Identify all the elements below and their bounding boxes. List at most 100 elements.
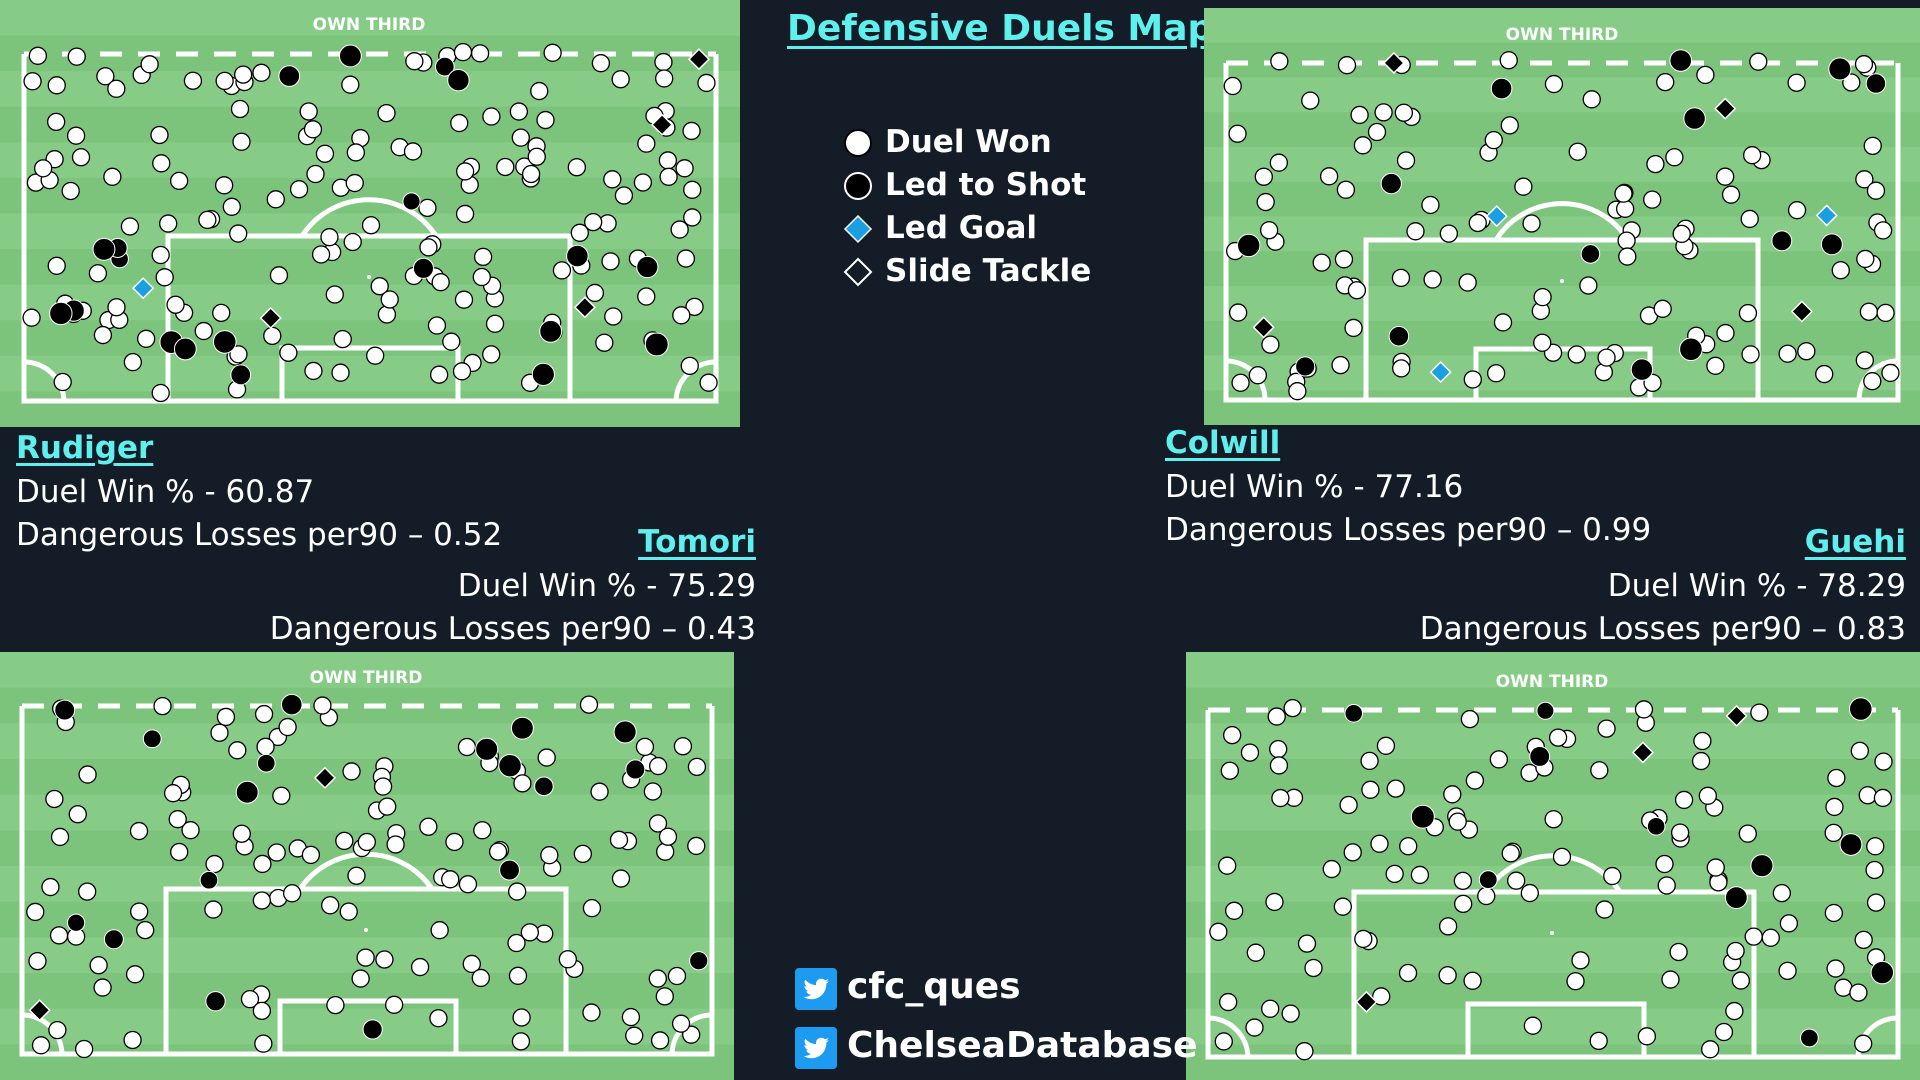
duel-won-marker xyxy=(22,308,41,327)
duel-won-marker xyxy=(1567,345,1586,364)
duel-won-marker xyxy=(1866,893,1886,912)
duel-won-marker xyxy=(23,72,42,91)
duel-won-marker xyxy=(1376,736,1396,755)
duel-won-marker xyxy=(520,923,540,942)
duel-won-marker xyxy=(536,110,555,130)
duel-won-marker xyxy=(1347,281,1367,300)
duel-won-marker xyxy=(169,171,189,191)
duel-won-marker xyxy=(1288,382,1307,401)
white-diamond-icon xyxy=(843,257,873,287)
led-to-shot-marker xyxy=(1799,1028,1819,1048)
duel-won-marker xyxy=(1850,741,1869,761)
duel-won-marker xyxy=(1350,105,1369,125)
duel-won-marker xyxy=(1336,180,1356,199)
duel-won-marker xyxy=(1787,201,1807,220)
duel-won-marker xyxy=(633,173,653,192)
led-to-shot-marker xyxy=(256,753,276,773)
duel-won-marker xyxy=(229,224,248,243)
duel-won-marker xyxy=(659,167,678,186)
grass-stripe xyxy=(1186,866,1920,902)
duel-won-marker xyxy=(68,805,87,824)
grass-stripe xyxy=(1186,937,1920,973)
duel-won-marker xyxy=(1617,231,1636,250)
duel-won-marker xyxy=(1548,728,1568,747)
duel-won-marker xyxy=(1842,73,1861,92)
duel-won-marker xyxy=(194,321,213,341)
duel-won-marker xyxy=(1533,333,1552,352)
duel-won-marker xyxy=(366,346,385,365)
duel-won-marker xyxy=(321,896,340,915)
duel-won-marker xyxy=(648,756,668,776)
duel-won-marker xyxy=(1778,344,1797,363)
duel-won-marker xyxy=(672,306,691,325)
duel-win-guehi: Duel Win % - 78.29 xyxy=(1607,568,1906,604)
duel-won-marker xyxy=(1256,192,1275,212)
duel-won-marker xyxy=(1514,177,1533,196)
duel-win-colwill: Duel Win % - 77.16 xyxy=(1165,469,1464,505)
duel-won-marker xyxy=(1743,146,1762,165)
pitch-rudiger: OWN THIRD xyxy=(0,0,740,427)
duel-won-marker xyxy=(1520,883,1539,903)
duel-won-marker xyxy=(1392,359,1411,378)
duel-won-marker xyxy=(47,112,66,132)
social-handle: cfc_ques xyxy=(847,966,1021,1007)
duel-won-marker xyxy=(508,882,527,901)
duel-won-marker xyxy=(1297,934,1317,953)
duel-won-marker xyxy=(1501,844,1520,863)
duel-won-marker xyxy=(1225,901,1244,920)
duel-won-marker xyxy=(540,846,559,865)
duel-won-marker xyxy=(1370,834,1389,853)
led-to-shot-marker xyxy=(1580,244,1601,264)
duel-won-marker xyxy=(1716,323,1735,343)
duel-won-marker xyxy=(403,142,423,161)
duel-won-marker xyxy=(637,287,656,306)
grass-stripe xyxy=(0,866,734,902)
duel-won-marker xyxy=(41,877,60,897)
duel-won-marker xyxy=(1544,74,1564,94)
duel-won-marker xyxy=(1460,709,1480,729)
duel-won-marker xyxy=(31,1036,51,1055)
led-to-shot-marker xyxy=(235,780,259,804)
duel-won-marker xyxy=(1271,788,1290,808)
duel-won-marker xyxy=(595,333,614,352)
led-to-shot-marker xyxy=(534,776,554,797)
duel-won-marker xyxy=(656,842,675,861)
duel-won-marker xyxy=(472,267,491,287)
duel-won-marker xyxy=(1399,837,1418,856)
led-to-shot-marker xyxy=(67,913,86,932)
duel-won-marker xyxy=(1866,837,1885,856)
duel-won-marker xyxy=(1367,122,1387,142)
duel-won-marker xyxy=(1533,288,1552,307)
duel-won-marker xyxy=(1245,1018,1264,1037)
player-name-tomori: Tomori xyxy=(638,524,756,560)
duel-won-marker xyxy=(254,704,274,724)
duel-won-marker xyxy=(1228,124,1247,143)
duel-won-marker xyxy=(232,132,251,151)
pitch-guehi: OWN THIRD xyxy=(1186,652,1920,1080)
duel-won-marker xyxy=(1634,700,1654,719)
duel-won-marker xyxy=(676,249,696,268)
duel-won-marker xyxy=(380,290,399,309)
led-to-shot-marker xyxy=(689,951,709,971)
duel-won-marker xyxy=(445,832,464,852)
duel-won-marker xyxy=(205,854,224,874)
duel-won-marker xyxy=(442,332,461,351)
grass-stripe xyxy=(1204,216,1920,252)
duel-won-marker xyxy=(1597,719,1616,738)
duel-won-marker xyxy=(351,969,370,988)
duel-won-marker xyxy=(543,43,562,62)
duel-won-marker xyxy=(1696,65,1715,85)
duel-won-marker xyxy=(1725,1001,1744,1021)
led-to-shot-marker xyxy=(1646,817,1666,836)
duel-won-marker xyxy=(419,238,438,257)
duel-won-marker xyxy=(671,1014,691,1033)
duel-won-marker xyxy=(375,950,394,969)
duel-won-marker xyxy=(1281,1004,1300,1023)
duel-won-marker xyxy=(513,774,532,793)
duel-won-marker xyxy=(357,832,376,852)
duel-won-marker xyxy=(315,144,335,163)
led-goal-marker xyxy=(1429,361,1452,384)
duel-won-marker xyxy=(1670,823,1690,842)
duel-won-marker xyxy=(1360,751,1379,771)
duel-won-marker xyxy=(1825,797,1844,817)
